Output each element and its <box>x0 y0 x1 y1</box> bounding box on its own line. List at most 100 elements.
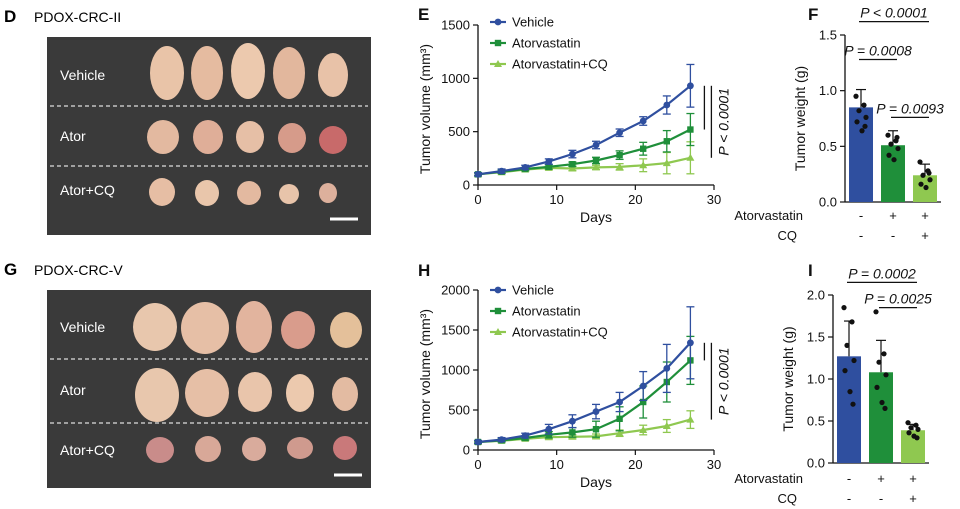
treatment-sign: + <box>921 228 929 243</box>
data-point <box>918 181 924 187</box>
y-axis-label: Tumor volume (mm³) <box>417 309 433 439</box>
tumor <box>147 120 179 154</box>
legend-entry: Atorvastatin <box>490 304 581 319</box>
tumor <box>149 178 175 206</box>
y-axis-label: Tumor volume (mm³) <box>417 44 433 174</box>
data-point <box>592 157 600 164</box>
tumor <box>286 374 314 412</box>
data-point <box>862 123 868 129</box>
bar-atorvastatin <box>869 372 893 463</box>
treatment-sign: - <box>879 491 883 506</box>
bar-vehicle <box>837 356 861 463</box>
row-label-ator-cq: Ator+CQ <box>60 442 115 458</box>
tumor <box>330 312 362 348</box>
legend-marker <box>494 328 502 335</box>
y-tick-label: 500 <box>448 403 470 418</box>
y-tick-label: 0 <box>463 443 470 458</box>
data-point <box>847 389 853 395</box>
data-point <box>662 159 671 167</box>
tumor <box>236 301 272 353</box>
data-point <box>853 93 859 99</box>
y-tick-label: 1.0 <box>807 372 825 387</box>
significance-label: P = 0.0093 <box>876 100 944 116</box>
data-point <box>569 429 576 436</box>
data-point <box>927 177 933 183</box>
series-vehicle <box>474 63 695 178</box>
tumor <box>195 180 219 206</box>
legend-entry: Atorvastatin+CQ <box>490 57 608 72</box>
data-point <box>849 319 855 325</box>
legend-marker <box>494 39 502 47</box>
legend-label: Atorvastatin <box>512 304 581 319</box>
data-point <box>640 398 647 406</box>
data-point <box>914 435 920 441</box>
data-point <box>915 426 921 432</box>
data-point <box>568 164 577 172</box>
data-point <box>850 401 856 407</box>
data-point <box>895 145 901 152</box>
data-point <box>569 150 576 158</box>
tumor <box>181 302 229 354</box>
legend-marker <box>494 286 502 294</box>
stat-label: P < 0.0001 <box>715 88 731 156</box>
tumor-volume-chart-h: H 0 500 1000 1500 2000 0 10 20 30 Days Tumor volume… <box>417 261 731 490</box>
tumor <box>237 181 261 205</box>
data-point <box>639 117 647 125</box>
data-point <box>545 158 553 165</box>
y-axis-label: Tumor weight (g) <box>780 326 796 431</box>
y-tick-label: 1.0 <box>819 83 837 98</box>
data-point <box>894 134 900 141</box>
panel-letter: E <box>418 5 429 24</box>
data-point <box>687 339 694 347</box>
legend-label: Atorvastatin <box>512 36 581 51</box>
data-point <box>615 429 624 437</box>
data-point <box>662 422 671 429</box>
x-tick-label: 20 <box>628 457 642 472</box>
x-axis-label: Days <box>580 474 612 490</box>
data-point <box>874 384 880 390</box>
data-point <box>854 119 860 125</box>
data-point <box>498 436 505 443</box>
legend-label: Atorvastatin+CQ <box>512 57 608 72</box>
data-point <box>663 101 671 109</box>
data-point <box>592 141 600 149</box>
data-point <box>841 305 847 311</box>
treatment-row-label: Atorvastatin <box>734 208 803 223</box>
series-vehicle <box>474 306 695 446</box>
data-point <box>686 153 695 161</box>
y-axis-label: Tumor weight (g) <box>792 66 808 171</box>
data-point <box>913 422 919 428</box>
data-point <box>616 151 623 159</box>
data-point <box>886 152 892 158</box>
legend-marker <box>494 307 502 315</box>
legend-marker <box>494 18 502 26</box>
tumor <box>195 436 221 462</box>
y-tick-label: 1.5 <box>819 28 837 43</box>
y-tick-label: 1500 <box>441 18 470 33</box>
tumor <box>146 437 174 463</box>
data-point <box>545 163 552 171</box>
panel-g-title: PDOX-CRC-V <box>34 262 123 278</box>
significance-label: P = 0.0002 <box>848 265 916 281</box>
tumor <box>333 436 357 460</box>
data-point <box>592 408 600 415</box>
data-point <box>639 382 647 390</box>
data-point <box>881 351 887 357</box>
treatment-sign: - <box>847 471 851 486</box>
data-point <box>616 129 623 137</box>
data-point <box>842 368 848 374</box>
data-point <box>873 309 879 315</box>
x-tick-label: 30 <box>707 457 721 472</box>
x-axis-label: Days <box>580 209 612 225</box>
data-point <box>663 138 670 145</box>
data-point <box>640 145 647 152</box>
tumor <box>273 47 305 99</box>
y-tick-label: 1000 <box>441 71 470 86</box>
data-point <box>923 184 929 191</box>
tumor-volume-chart-e: E 0 500 1000 1500 0 10 20 30 Days Tumor volume (mm… <box>417 5 731 225</box>
tumor <box>191 46 223 100</box>
tumor-weight-chart-f: F 0.0 0.5 1.0 1.5 Tumor weight (g) P < 0.0001 P… <box>734 5 944 243</box>
treatment-sign: - <box>859 208 863 223</box>
treatment-sign: + <box>909 471 917 486</box>
tumor <box>236 121 264 153</box>
